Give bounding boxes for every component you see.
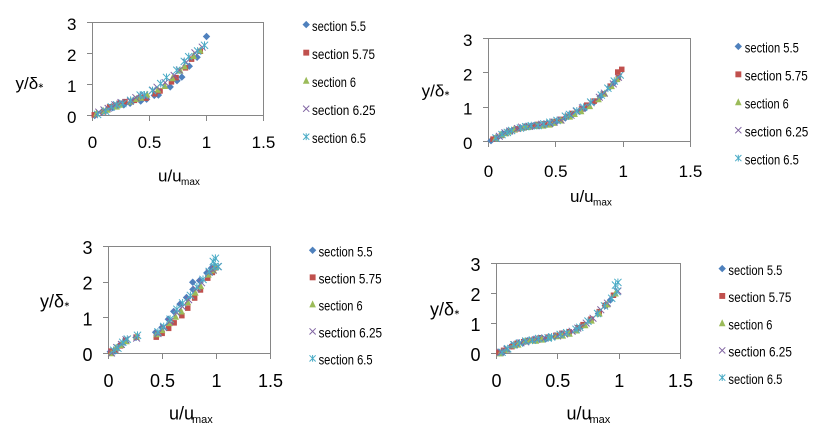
svg-text:0.5: 0.5	[545, 371, 570, 391]
svg-text:u/u: u/u	[158, 167, 182, 186]
svg-text:0.5: 0.5	[544, 162, 568, 181]
svg-text:section 6.25: section 6.25	[728, 344, 792, 360]
svg-text:∗: ∗	[444, 89, 450, 98]
svg-text:∗: ∗	[64, 300, 70, 309]
svg-text:0: 0	[67, 108, 76, 127]
svg-text:0: 0	[88, 133, 97, 152]
svg-text:section 5.75: section 5.75	[728, 289, 791, 305]
svg-text:3: 3	[67, 15, 76, 34]
svg-text:y/δ: y/δ	[422, 82, 445, 101]
svg-text:1: 1	[463, 100, 472, 119]
svg-text:1: 1	[211, 371, 221, 391]
svg-text:1.5: 1.5	[252, 133, 276, 152]
svg-text:section 6.5: section 6.5	[319, 352, 373, 368]
svg-text:0.5: 0.5	[150, 371, 175, 391]
svg-text:0: 0	[82, 345, 92, 365]
svg-text:0: 0	[463, 134, 472, 153]
svg-text:0: 0	[470, 345, 480, 365]
svg-text:3: 3	[463, 31, 472, 50]
svg-text:1: 1	[202, 133, 211, 152]
svg-text:2: 2	[463, 65, 472, 84]
svg-text:section 5.5: section 5.5	[312, 18, 366, 34]
svg-text:1: 1	[614, 371, 624, 391]
svg-text:section 6: section 6	[745, 95, 789, 111]
svg-text:section 6.5: section 6.5	[312, 130, 366, 146]
svg-text:section 5.75: section 5.75	[312, 46, 375, 62]
svg-text:1: 1	[82, 309, 92, 329]
svg-text:section 5.5: section 5.5	[728, 262, 782, 278]
svg-text:u/u: u/u	[567, 404, 592, 424]
svg-text:max: max	[593, 198, 612, 209]
svg-text:section 5.75: section 5.75	[319, 271, 382, 287]
svg-text:2: 2	[470, 285, 480, 305]
svg-text:1: 1	[470, 315, 480, 335]
svg-text:section 6.5: section 6.5	[728, 371, 782, 387]
svg-text:1.5: 1.5	[679, 162, 703, 181]
svg-text:0: 0	[103, 371, 113, 391]
svg-text:3: 3	[470, 255, 480, 275]
svg-text:y/δ: y/δ	[40, 292, 64, 312]
svg-text:y/δ: y/δ	[430, 300, 454, 320]
svg-text:1.5: 1.5	[668, 371, 693, 391]
svg-text:section 6.25: section 6.25	[745, 123, 809, 139]
svg-text:0: 0	[484, 162, 493, 181]
svg-text:section 6: section 6	[319, 298, 363, 314]
svg-text:1: 1	[67, 77, 76, 96]
svg-text:0.5: 0.5	[138, 133, 162, 152]
svg-text:section 6: section 6	[728, 316, 772, 332]
svg-text:section 5.75: section 5.75	[745, 68, 808, 84]
svg-text:2: 2	[82, 274, 92, 294]
svg-text:0: 0	[491, 371, 501, 391]
svg-text:1: 1	[618, 162, 627, 181]
svg-text:3: 3	[82, 238, 92, 258]
svg-text:section 6.25: section 6.25	[319, 325, 383, 341]
svg-text:section 6.25: section 6.25	[312, 102, 376, 118]
svg-text:section 5.5: section 5.5	[745, 40, 799, 56]
svg-text:max: max	[590, 414, 611, 426]
svg-text:∗: ∗	[454, 308, 460, 317]
svg-text:max: max	[192, 414, 213, 426]
svg-text:2: 2	[67, 46, 76, 65]
svg-text:u/u: u/u	[570, 187, 594, 206]
svg-text:∗: ∗	[38, 81, 44, 90]
svg-text:u/u: u/u	[169, 404, 194, 424]
svg-text:section 6.5: section 6.5	[745, 151, 799, 167]
svg-text:y/δ: y/δ	[16, 74, 39, 93]
svg-text:max: max	[181, 177, 200, 188]
svg-text:section 5.5: section 5.5	[319, 244, 373, 260]
svg-text:1.5: 1.5	[258, 371, 283, 391]
svg-text:section 6: section 6	[312, 74, 356, 90]
